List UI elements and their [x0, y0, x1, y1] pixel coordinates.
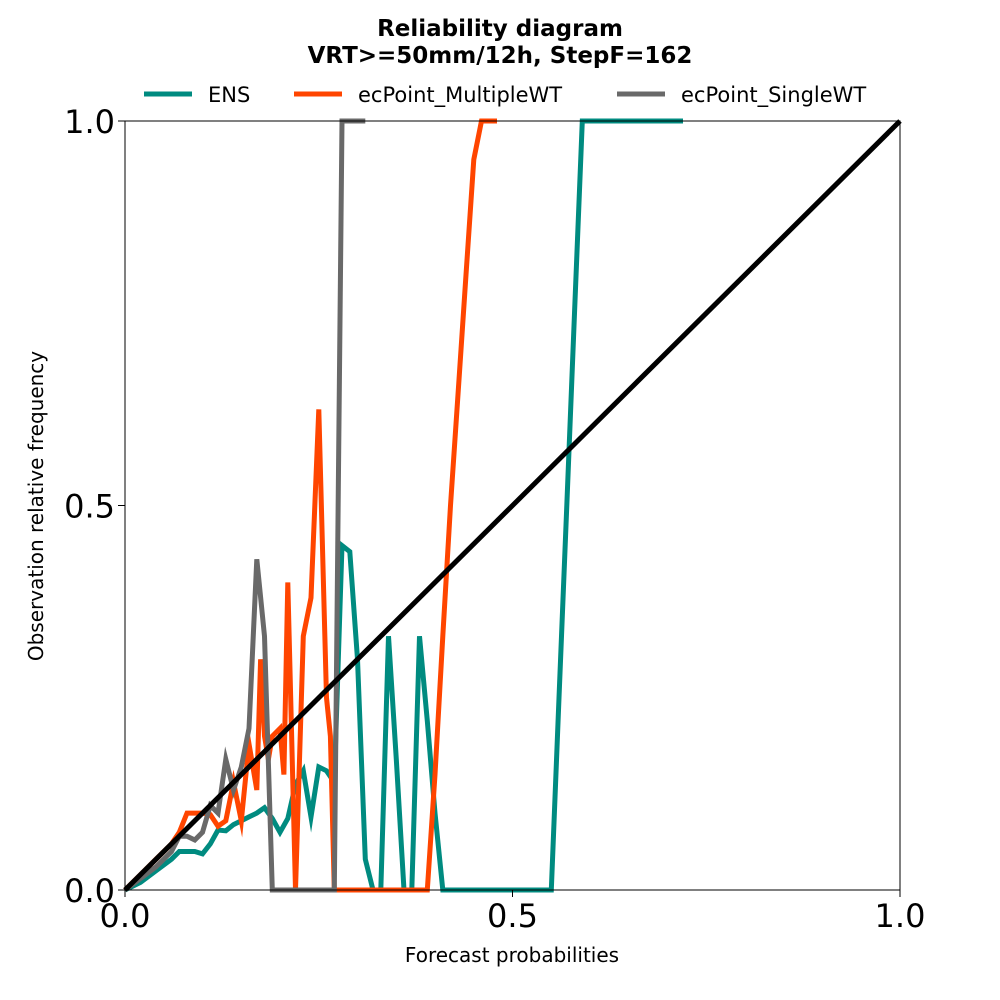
legend: ENS ecPoint_MultipleWT ecPoint_SingleWT — [144, 83, 866, 108]
x-tick-label: 0.0 — [100, 897, 151, 935]
x-axis-label: Forecast probabilities — [405, 943, 619, 967]
axis-ticks: 0.0 0.5 1.0 0.0 0.5 1.0 — [64, 103, 925, 935]
series-line-ens — [123, 118, 683, 893]
y-tick-label: 0.5 — [64, 488, 115, 526]
y-tick-label: 1.0 — [64, 103, 115, 141]
y-axis-label: Observation relative frequency — [24, 351, 48, 661]
legend-label-ecpoint-singlewt: ecPoint_SingleWT — [681, 83, 866, 108]
series-line-ecpoint-multiplewt — [123, 118, 497, 893]
legend-label-ecpoint-multiplewt: ecPoint_MultipleWT — [358, 83, 562, 108]
series-line-3 — [123, 119, 902, 892]
y-tick-label: 0.0 — [64, 872, 115, 910]
x-tick-label: 1.0 — [875, 897, 926, 935]
chart-title: Reliability diagram — [377, 16, 623, 42]
legend-label-ens: ENS — [208, 83, 250, 107]
chart-subtitle: VRT>=50mm/12h, StepF=162 — [307, 43, 693, 69]
series-layer — [123, 118, 902, 893]
x-tick-label: 0.5 — [487, 897, 538, 935]
